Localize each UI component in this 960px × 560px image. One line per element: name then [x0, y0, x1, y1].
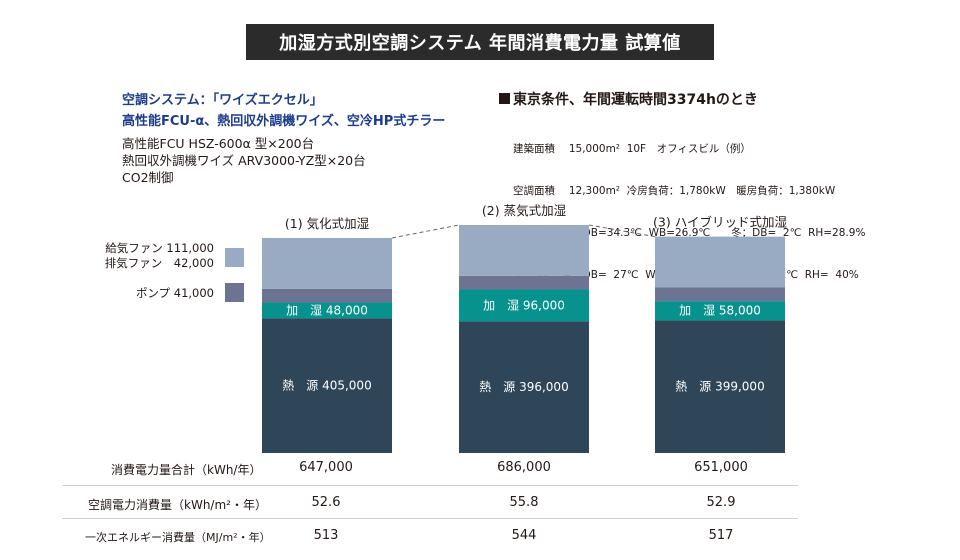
- category-label: (1) 気化式加湿: [285, 216, 369, 231]
- conditions-heading-text: 東京条件、年間運転時間3374hのとき: [513, 92, 758, 108]
- system-name: 空調システム：「ワイズエクセル」: [122, 93, 323, 108]
- legend-fan-exhaust: 排気ファン 42,000: [104, 256, 214, 270]
- total-cell-1: 647,000: [299, 460, 353, 475]
- heat-source-label: 熱 源 399,000: [675, 380, 764, 394]
- legend-pump-label: ポンプ 41,000: [135, 286, 214, 300]
- fan-bar: [655, 236, 785, 288]
- legend-fan-label: 給気ファン 111,000 排気ファン 42,000: [86, 241, 214, 271]
- per-area-cell-3: 52.9: [706, 495, 736, 510]
- fan-bar: [262, 237, 392, 289]
- heat-source-bar: [459, 321, 589, 453]
- total-cell-3: 651,000: [694, 460, 748, 475]
- condition-row: 空調面積 12,300m² 冷房負荷：1,780kW 暖房負荷：1,380kW: [513, 185, 836, 197]
- table-divider: [62, 518, 798, 519]
- heat-source-bar: [655, 320, 785, 453]
- humidify-bar: [262, 302, 392, 319]
- primary-energy-cell-2: 544: [511, 528, 537, 543]
- row-label-primary-energy: 一次エネルギー消費量（MJ/m²・年）: [85, 531, 271, 544]
- system-description: 空調システム：「ワイズエクセル」 高性能FCU-α、熱回収外調機ワイズ、空冷HP…: [122, 90, 445, 186]
- fan-bar: [459, 225, 589, 276]
- per-area-cell-2: 55.8: [509, 495, 539, 510]
- humidify-bar: [655, 301, 785, 321]
- primary-energy-cell-3: 517: [708, 528, 734, 543]
- pump-bar: [262, 288, 392, 303]
- primary-energy-cell-1: 513: [313, 528, 339, 543]
- total-cell-2: 686,000: [497, 460, 551, 475]
- humidify-label: 加 湿 48,000: [286, 302, 368, 317]
- condition-row: 建築面積 15,000m² 10F オフィスビル（例）: [513, 143, 751, 155]
- category-label: (3) ハイブリッド式加湿: [653, 215, 787, 230]
- humidify-label: 加 湿 58,000: [679, 303, 761, 318]
- dashed-connector: [391, 224, 460, 239]
- conditions-heading: 東京条件、年間運転時間3374hのとき: [499, 89, 758, 109]
- legend-fan-supply: 給気ファン 111,000: [105, 241, 214, 255]
- square-bullet-icon: [499, 93, 510, 104]
- humidify-bar: [459, 289, 589, 322]
- dashed-connector: [588, 224, 656, 238]
- legend-fan-swatch: [225, 248, 244, 267]
- system-components: 高性能FCU-α、熱回収外調機ワイズ、空冷HP式チラー: [122, 114, 446, 129]
- fcu-spec: 高性能FCU HSZ-600α 型×200台: [122, 136, 315, 151]
- pump-bar: [655, 287, 785, 302]
- heat-source-label: 熱 源 396,000: [479, 380, 568, 394]
- row-label-per-area: 空調電力消費量（kWh/m²・年）: [88, 498, 267, 512]
- pump-bar: [459, 275, 589, 290]
- page-title: 加湿方式別空調システム 年間消費電力量 試算値: [246, 24, 714, 60]
- row-label-total: 消費電力量合計（kWh/年）: [111, 463, 262, 477]
- table-divider: [62, 485, 798, 486]
- co2-control: CO2制御: [122, 170, 174, 185]
- category-label: (2) 蒸気式加湿: [482, 203, 566, 218]
- legend-pump-swatch: [225, 283, 244, 302]
- heat-source-bar: [262, 318, 392, 453]
- ahu-spec: 熱回収外調機ワイズ ARV3000-YZ型×20台: [122, 153, 366, 168]
- per-area-cell-1: 52.6: [311, 495, 341, 510]
- humidify-label: 加 湿 96,000: [483, 297, 565, 312]
- heat-source-label: 熱 源 405,000: [282, 379, 371, 393]
